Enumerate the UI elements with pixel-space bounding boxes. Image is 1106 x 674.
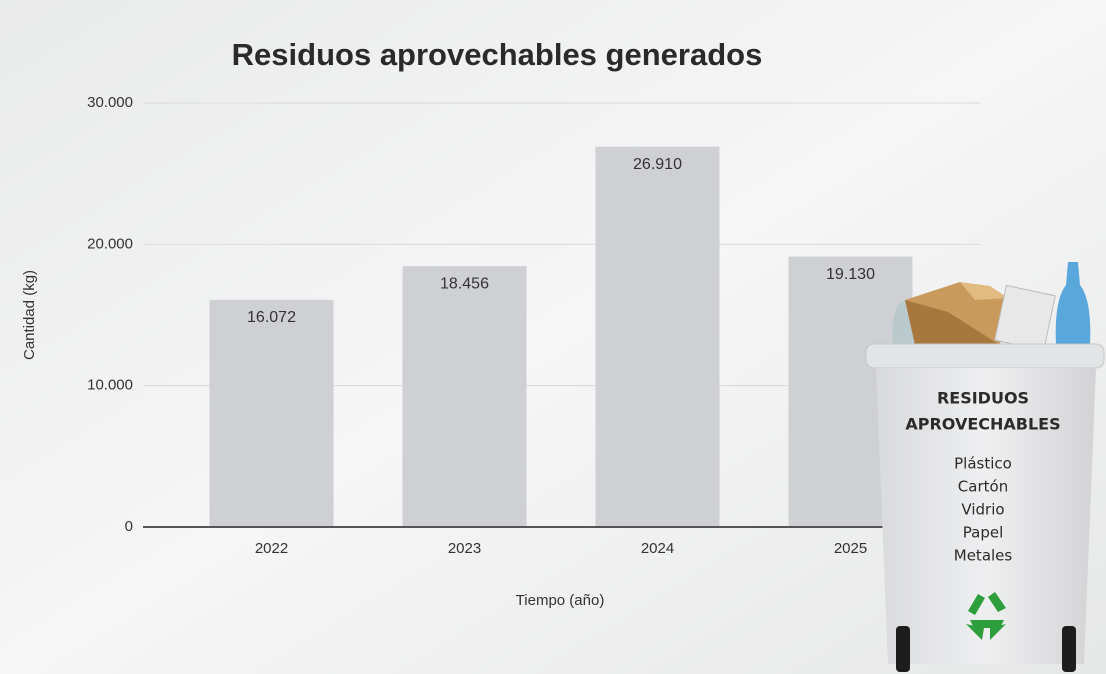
bar — [210, 300, 334, 527]
x-tick-label: 2023 — [448, 540, 481, 557]
bin-title: RESIDUOS — [937, 389, 1029, 408]
value-label: 18.456 — [440, 275, 489, 292]
bin-item: Plástico — [954, 455, 1012, 473]
y-tick-label: 20.000 — [87, 235, 133, 252]
chart: Residuos aprovechables generados Cantida… — [0, 0, 1106, 674]
bar — [596, 147, 720, 527]
x-axis-title: Tiempo (año) — [516, 592, 605, 609]
bin-item: Papel — [963, 524, 1003, 542]
x-tick-label: 2024 — [641, 540, 674, 557]
x-tick-label: 2025 — [834, 540, 867, 557]
paper — [995, 285, 1056, 350]
value-label: 16.072 — [247, 309, 296, 326]
y-tick-label: 0 — [125, 518, 133, 535]
chart-title: Residuos aprovechables generados — [232, 37, 763, 72]
bin-item: Cartón — [958, 478, 1008, 496]
y-axis-title: Cantidad (kg) — [21, 270, 38, 360]
x-tick-label: 2022 — [255, 540, 288, 557]
bar — [403, 266, 527, 527]
bin-wheel — [896, 626, 910, 672]
bin-lid — [866, 344, 1104, 368]
bin-item: Vidrio — [961, 501, 1004, 519]
value-label: 19.130 — [826, 266, 875, 283]
bin-wheel — [1062, 626, 1076, 672]
bin-title: APROVECHABLES — [905, 415, 1060, 434]
y-tick-label: 30.000 — [87, 94, 133, 111]
recycle-bin-illustration: RESIDUOS APROVECHABLES Plástico Cartón V… — [866, 262, 1104, 672]
value-label: 26.910 — [633, 156, 682, 173]
y-tick-label: 10.000 — [87, 377, 133, 394]
page: {"chart_data": {"type": "bar", "title": … — [0, 0, 1106, 674]
bin-item: Metales — [954, 547, 1013, 565]
